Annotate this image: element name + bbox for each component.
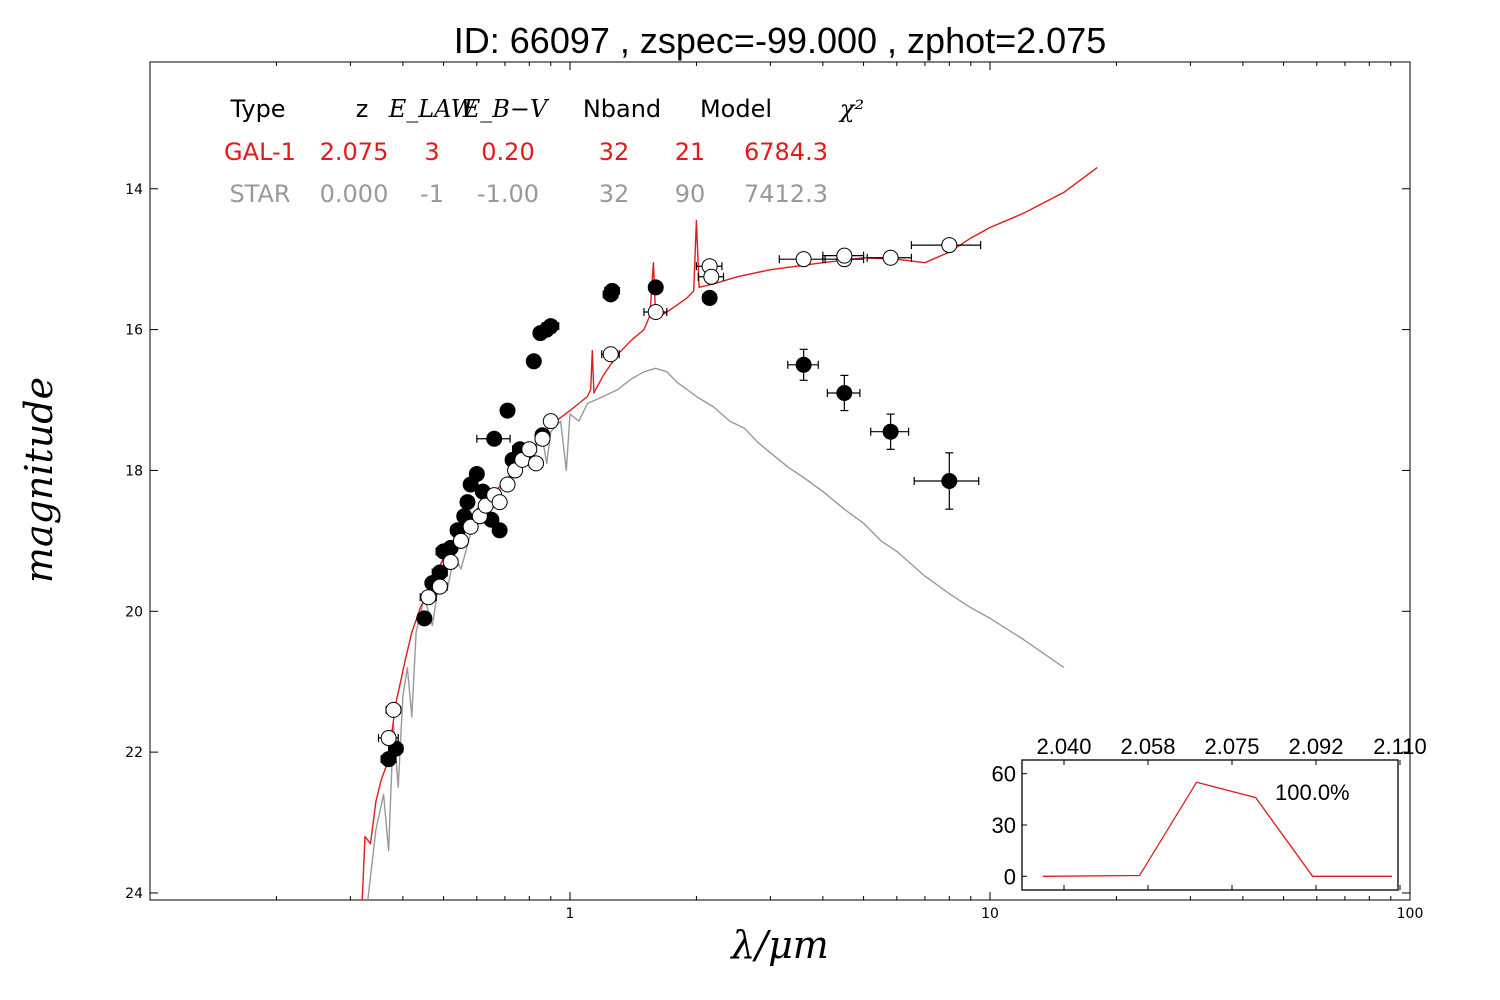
inset-x-tick-label: 2.058	[1120, 734, 1175, 759]
table-cell: GAL-1	[224, 138, 296, 166]
observed-point-open	[452, 532, 469, 549]
star-model-line	[367, 367, 1065, 901]
x-axis-label: λ/μm	[729, 923, 829, 967]
y-tick-label: 24	[125, 886, 143, 902]
table-cell: 6784.3	[744, 138, 828, 166]
table-cell: 7412.3	[744, 180, 828, 208]
observed-point-open	[836, 247, 853, 264]
series-line-star	[367, 367, 1065, 901]
y-tick-label: 22	[125, 745, 143, 761]
observed-point-filled	[468, 465, 485, 482]
observed-point-filled	[486, 430, 503, 447]
y-tick-label: 16	[125, 323, 143, 339]
observed-point-open	[703, 268, 720, 285]
table-header: E_B−V	[462, 95, 550, 123]
table-cell: 21	[675, 138, 706, 166]
table-cell: -1	[420, 180, 444, 208]
table-cell: -1.00	[477, 180, 539, 208]
observed-point-filled	[795, 356, 812, 373]
table-cell: 32	[599, 138, 630, 166]
table-cell: 2.075	[320, 138, 389, 166]
chart-title: ID: 66097 , zspec=-99.000 , zphot=2.075	[454, 20, 1106, 61]
observed-point-filled	[416, 610, 433, 627]
observed-point-open	[380, 730, 397, 747]
observed-point-filled	[499, 402, 516, 419]
inset-y-tick-label: 60	[992, 762, 1016, 787]
inset-x-tick-label: 2.075	[1204, 734, 1259, 759]
observed-point-filled	[701, 289, 718, 306]
inset-percentage: 100.0%	[1275, 780, 1350, 805]
observed-point-open	[534, 430, 551, 447]
observed-point-filled	[836, 384, 853, 401]
table-header: z	[356, 95, 369, 123]
inset-y-tick-label: 0	[1004, 864, 1016, 889]
y-tick-label: 14	[125, 182, 143, 198]
observed-point-open	[542, 413, 559, 430]
observed-point-filled	[941, 473, 958, 489]
table-cell: STAR	[229, 180, 290, 208]
table-header: E_LAW	[388, 95, 478, 123]
y-tick-label: 18	[125, 463, 143, 479]
plot-frame	[149, 61, 1411, 901]
table-cell: 0.000	[320, 180, 389, 208]
observed-point-open	[431, 578, 448, 595]
observed-point-filled	[525, 353, 542, 370]
observed-point-filled	[491, 522, 508, 539]
observed-point-open	[491, 494, 508, 511]
observed-point-open	[941, 237, 958, 254]
inset-x-tick-label: 2.040	[1036, 734, 1091, 759]
observed-point-open	[442, 553, 459, 570]
table-cell: 32	[599, 180, 630, 208]
observed-point-open	[420, 589, 437, 606]
observed-point-open	[602, 346, 619, 363]
x-tick-label: 1	[566, 906, 575, 922]
main-axes-ticks: 1 10 100 14 16 18 20 22 24	[125, 62, 1423, 922]
observed-point-open	[882, 249, 899, 266]
table-cell: 3	[424, 138, 439, 166]
table-header: Type	[229, 95, 285, 123]
table-cell: 90	[675, 180, 706, 208]
y-tick-label: 20	[125, 604, 143, 620]
table-header: χ²	[838, 95, 864, 123]
observed-point-filled	[459, 494, 476, 511]
y-axis-label: magnitude	[17, 377, 61, 583]
observed-point-filled	[542, 318, 559, 335]
x-tick-label: 10	[981, 906, 999, 922]
observed-points	[377, 237, 982, 768]
x-tick-label: 100	[1397, 906, 1424, 922]
observed-point-open	[462, 518, 479, 535]
inset-x-tick-label: 2.092	[1288, 734, 1343, 759]
observed-point-open	[795, 251, 812, 268]
observed-point-open	[647, 303, 664, 320]
table-header: Nband	[583, 95, 661, 123]
observed-point-open	[385, 701, 402, 718]
inset-pdf-line	[1042, 781, 1393, 877]
table-header: Model	[700, 95, 772, 123]
observed-point-open	[521, 441, 538, 458]
observed-point-filled	[604, 282, 621, 299]
inset-frame	[1021, 759, 1399, 891]
table-cell: 0.20	[481, 138, 534, 166]
observed-point-open	[528, 455, 545, 472]
observed-point-open	[499, 476, 516, 493]
inset-y-tick-label: 30	[992, 813, 1016, 838]
redshift-pdf-inset: 2.040 2.058 2.075 2.092 2.110 0 30 60	[992, 734, 1427, 890]
observed-point-filled	[882, 423, 899, 440]
inset-x-tick-label: 2.110	[1373, 734, 1426, 759]
observed-point-filled	[647, 279, 664, 296]
